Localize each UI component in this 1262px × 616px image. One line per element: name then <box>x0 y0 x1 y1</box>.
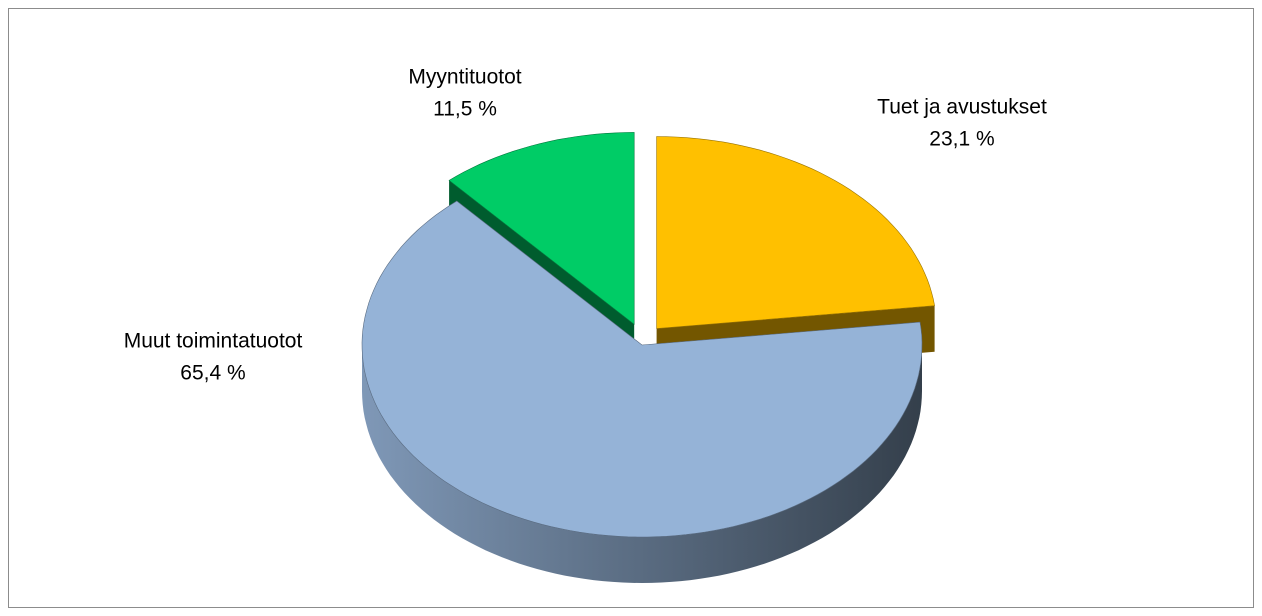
slice-value-label: 23,1 % <box>929 128 994 151</box>
slice-label: Muut toimintatuotot <box>124 330 303 353</box>
slice <box>656 136 935 329</box>
slice <box>361 200 923 538</box>
slice-label: Tuet ja avustukset <box>877 96 1047 119</box>
slice-label: Myyntituotot <box>408 66 521 89</box>
slice <box>448 132 635 326</box>
slice-value-label: 65,4 % <box>180 362 245 385</box>
slice-value-label: 11,5 % <box>433 98 497 121</box>
slice-rim <box>362 345 922 583</box>
